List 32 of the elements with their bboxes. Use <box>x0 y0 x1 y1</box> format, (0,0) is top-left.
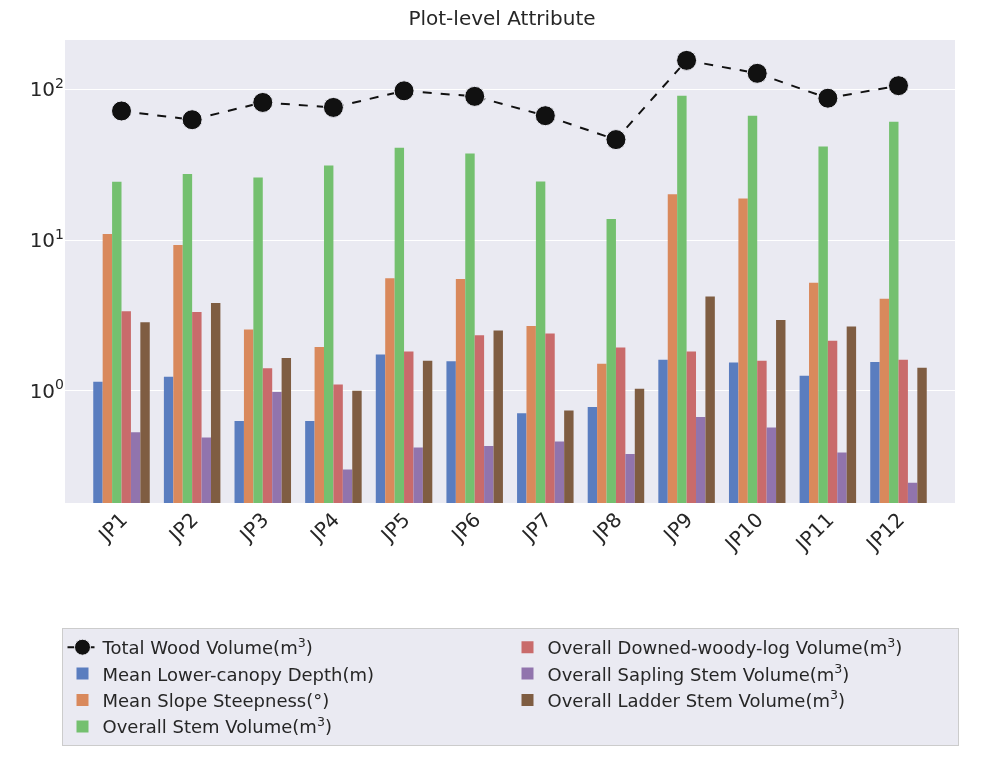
x-tick-label: JP2 <box>162 507 203 548</box>
x-tick-label: JP5 <box>374 507 415 548</box>
x-tick-label: JP4 <box>303 507 345 548</box>
point <box>252 91 274 113</box>
legend-label: Overall Downed-woody-log Volume(m$^{3}$) <box>547 634 903 659</box>
point <box>817 87 839 109</box>
y-tick-label: 10$^{1}$ <box>29 225 64 253</box>
x-tick-label: JP9 <box>657 507 698 548</box>
legend-label: Mean Slope Steepness(°) <box>102 690 330 712</box>
legend-label: Overall Sapling Stem Volume(m$^{3}$) <box>547 661 850 685</box>
x-tick-label: JP3 <box>233 507 274 548</box>
x-tick-label: JP8 <box>586 507 627 548</box>
point <box>534 105 556 127</box>
chart-title: Plot-level Attribute <box>408 6 596 31</box>
x-tick-label: JP6 <box>445 507 486 548</box>
point <box>888 75 909 97</box>
point <box>676 49 698 71</box>
y-tick-label: 10$^{2}$ <box>29 75 64 102</box>
x-tick-label: JP7 <box>515 507 556 548</box>
x-tick-label: JP1 <box>92 507 133 548</box>
point <box>746 62 768 84</box>
point <box>111 100 133 122</box>
legend-label: Overall Stem Volume(m$^{3}$) <box>102 713 332 738</box>
point <box>181 109 203 131</box>
legend-label: Total Wood Volume(m$^{3}$) <box>101 634 313 659</box>
legend-label: Overall Ladder Stem Volume(m$^{3}$) <box>547 687 846 712</box>
y-tick-label: 10$^{0}$ <box>29 376 64 403</box>
point <box>322 96 344 118</box>
legend-label: Mean Lower-canopy Depth(m) <box>102 663 375 685</box>
point <box>605 129 627 151</box>
point <box>393 80 415 102</box>
point <box>464 85 486 107</box>
